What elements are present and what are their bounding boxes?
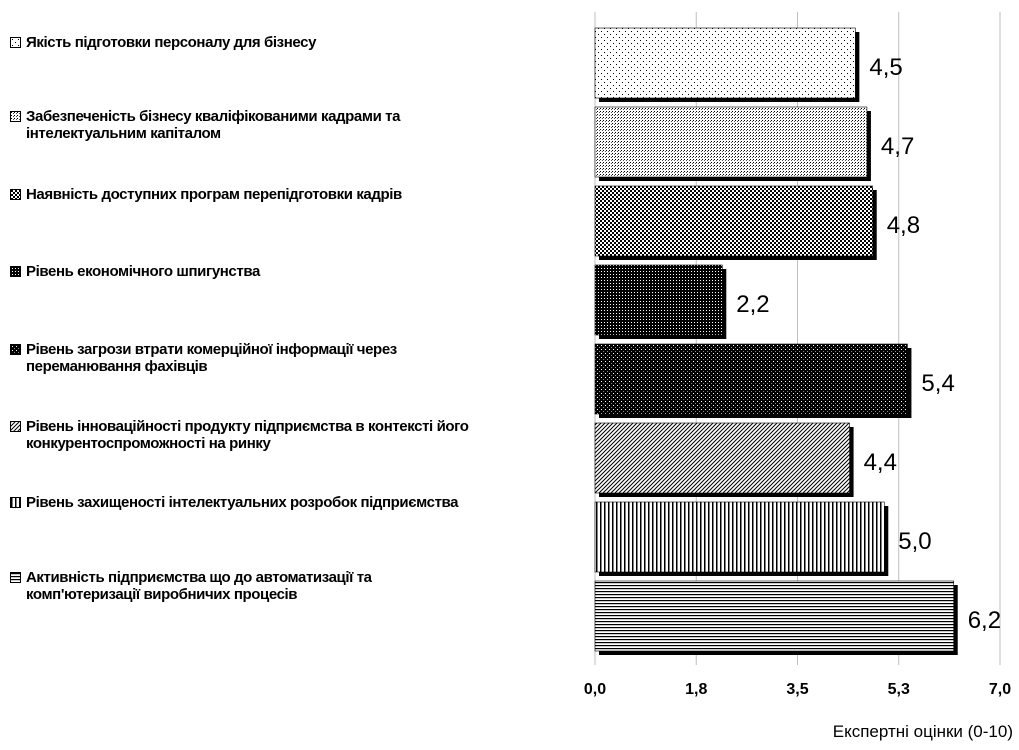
legend-label: Рівень економічного шпигунства <box>26 263 260 280</box>
legend-swatch <box>10 111 21 122</box>
legend-item: Рівень інноваційності продукту підприємс… <box>10 418 590 452</box>
bar-value-label: 4,8 <box>887 212 920 239</box>
x-tick-label: 1,8 <box>685 681 707 698</box>
legend-item: Рівень економічного шпигунства <box>10 263 590 280</box>
legend-swatch <box>10 189 21 200</box>
legend-item: Рівень захищеності інтелектуальних розро… <box>10 494 590 511</box>
legend-label: Рівень інноваційності продукту підприємс… <box>26 418 469 435</box>
legend-swatch <box>10 497 21 508</box>
bar-value-label: 2,2 <box>736 291 769 318</box>
legend-item: Забезпеченість бізнесу кваліфікованими к… <box>10 108 590 142</box>
bar <box>594 264 723 336</box>
bar <box>594 343 908 415</box>
bar <box>594 501 885 573</box>
bars <box>594 27 958 655</box>
legend-swatch <box>10 572 21 583</box>
bar <box>594 422 850 494</box>
legend-label: Якість підготовки персоналу для бізнесу <box>26 34 317 51</box>
legend-swatch <box>10 421 21 432</box>
x-tick-labels: 0,0 1,8 3,5 5,3 7,0 <box>584 681 1011 698</box>
bar <box>594 27 856 99</box>
x-axis-label: Експертні оцінки (0-10) <box>832 722 1013 741</box>
x-tick-label: 5,3 <box>888 681 910 698</box>
legend-label: Забезпеченість бізнесу кваліфікованими к… <box>26 108 401 125</box>
legend-swatch <box>10 266 21 277</box>
x-tick-label: 0,0 <box>584 681 606 698</box>
bar-value-label: 4,5 <box>869 54 902 81</box>
bar <box>594 580 955 652</box>
legend-label: переманювання фахівців <box>26 358 208 375</box>
legend-label: комп'ютеризації виробничих процесів <box>26 586 298 603</box>
legend-label: Наявність доступних програм перепідготов… <box>26 186 402 203</box>
bar-value-label: 5,4 <box>921 370 954 397</box>
bar-value-label: 4,7 <box>881 133 914 160</box>
legend-item: Рівень загрози втрати комерційної інформ… <box>10 341 590 375</box>
bar-value-label: 5,0 <box>898 528 931 555</box>
legend-label: Активність підприємства що до автоматиза… <box>26 569 372 586</box>
bar <box>594 185 874 257</box>
bar-value-label: 6,2 <box>968 607 1001 634</box>
legend-swatch <box>10 37 21 48</box>
x-tick-label: 7,0 <box>989 681 1011 698</box>
bar-value-label: 4,4 <box>864 449 897 476</box>
bar <box>594 106 868 178</box>
legend-item: Активність підприємства що до автоматиза… <box>10 569 590 603</box>
value-labels: 4,5 4,7 4,8 2,2 5,4 4,4 5,0 6,2 <box>736 54 1001 634</box>
legend-label: Рівень захищеності інтелектуальних розро… <box>26 494 459 511</box>
legend-label: інтелектуальним капіталом <box>26 125 221 142</box>
x-tick-label: 3,5 <box>786 681 808 698</box>
legend-label: Рівень загрози втрати комерційної інформ… <box>26 341 397 358</box>
legend-swatch <box>10 344 21 355</box>
legend-label: конкурентоспроможності на ринку <box>26 435 271 452</box>
legend-item: Наявність доступних програм перепідготов… <box>10 186 590 203</box>
legend-item: Якість підготовки персоналу для бізнесу <box>10 34 590 51</box>
